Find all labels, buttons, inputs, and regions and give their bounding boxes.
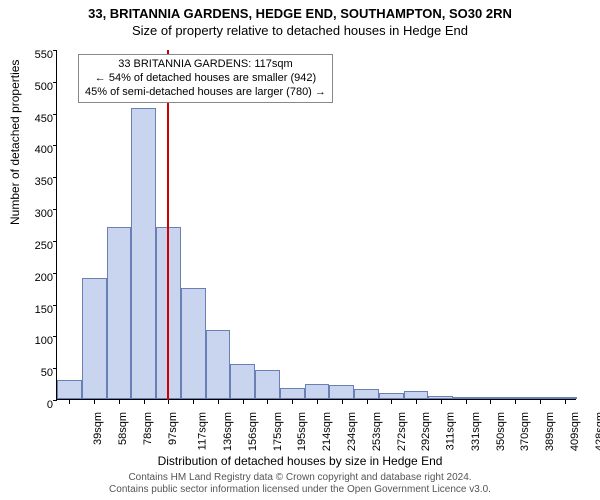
y-tick-label: 50 <box>23 367 53 379</box>
x-axis-label: Distribution of detached houses by size … <box>0 454 600 468</box>
x-tick-label: 311sqm <box>444 412 456 450</box>
histogram-bar <box>181 288 206 399</box>
y-tick-label: 150 <box>23 304 53 316</box>
x-tick-label: 272sqm <box>396 412 408 451</box>
histogram-bar <box>305 384 330 399</box>
x-tick-label: 234sqm <box>346 412 358 451</box>
histogram-bar <box>255 370 280 399</box>
histogram-bar <box>527 397 552 399</box>
histogram-bar <box>478 397 503 399</box>
y-tick-label: 350 <box>23 176 53 188</box>
histogram-bar <box>453 397 478 399</box>
y-tick-label: 250 <box>23 240 53 252</box>
y-tick-label: 550 <box>23 49 53 61</box>
chart-area: 05010015020025030035040045050055039sqm58… <box>56 50 576 400</box>
x-tick-label: 39sqm <box>92 412 104 445</box>
y-tick-label: 200 <box>23 272 53 284</box>
infobox-line2: ← 54% of detached houses are smaller (94… <box>85 72 326 86</box>
y-tick-label: 300 <box>23 208 53 220</box>
y-tick-label: 100 <box>23 335 53 347</box>
histogram-bar <box>379 393 404 399</box>
title-main: 33, BRITANNIA GARDENS, HEDGE END, SOUTHA… <box>0 0 600 21</box>
histogram-bar <box>57 380 82 399</box>
x-tick-label: 78sqm <box>142 412 154 445</box>
x-tick-label: 58sqm <box>117 412 129 445</box>
histogram-bar <box>230 364 255 399</box>
title-sub: Size of property relative to detached ho… <box>0 21 600 38</box>
histogram-bar <box>552 397 577 399</box>
y-axis-label: Number of detached properties <box>8 60 22 225</box>
histogram-bar <box>329 385 354 399</box>
histogram-bar <box>404 391 429 399</box>
x-tick-label: 409sqm <box>569 412 581 451</box>
y-tick-label: 0 <box>23 399 53 411</box>
x-tick-label: 214sqm <box>321 412 333 451</box>
x-tick-label: 428sqm <box>594 412 600 451</box>
x-tick-label: 175sqm <box>272 412 284 451</box>
x-tick-label: 253sqm <box>371 412 383 451</box>
y-tick-label: 400 <box>23 144 53 156</box>
x-tick-label: 156sqm <box>247 412 259 451</box>
x-tick-label: 350sqm <box>495 412 507 451</box>
infobox-line1: 33 BRITANNIA GARDENS: 117sqm <box>85 58 326 72</box>
x-tick-label: 292sqm <box>420 412 432 451</box>
x-tick-label: 331sqm <box>470 412 482 451</box>
histogram-bar <box>107 227 132 399</box>
x-tick-label: 389sqm <box>544 412 556 451</box>
histogram-bar <box>354 389 379 399</box>
histogram-bar <box>428 396 453 399</box>
info-box: 33 BRITANNIA GARDENS: 117sqm ← 54% of de… <box>78 54 333 103</box>
x-tick-label: 97sqm <box>167 412 179 445</box>
footer-line1: Contains HM Land Registry data © Crown c… <box>0 472 600 484</box>
x-tick-label: 370sqm <box>519 412 531 451</box>
infobox-line3: 45% of semi-detached houses are larger (… <box>85 86 326 100</box>
x-tick-label: 136sqm <box>222 412 234 451</box>
footer: Contains HM Land Registry data © Crown c… <box>0 472 600 496</box>
histogram-bar <box>82 278 107 399</box>
footer-line2: Contains public sector information licen… <box>0 484 600 496</box>
y-tick-label: 450 <box>23 113 53 125</box>
y-tick-label: 500 <box>23 81 53 93</box>
x-tick-label: 117sqm <box>197 412 209 450</box>
x-tick-label: 195sqm <box>297 412 309 451</box>
histogram-bar <box>280 388 305 399</box>
histogram-bar <box>131 108 156 399</box>
histogram-bar <box>503 397 528 399</box>
histogram-bar <box>206 330 231 399</box>
